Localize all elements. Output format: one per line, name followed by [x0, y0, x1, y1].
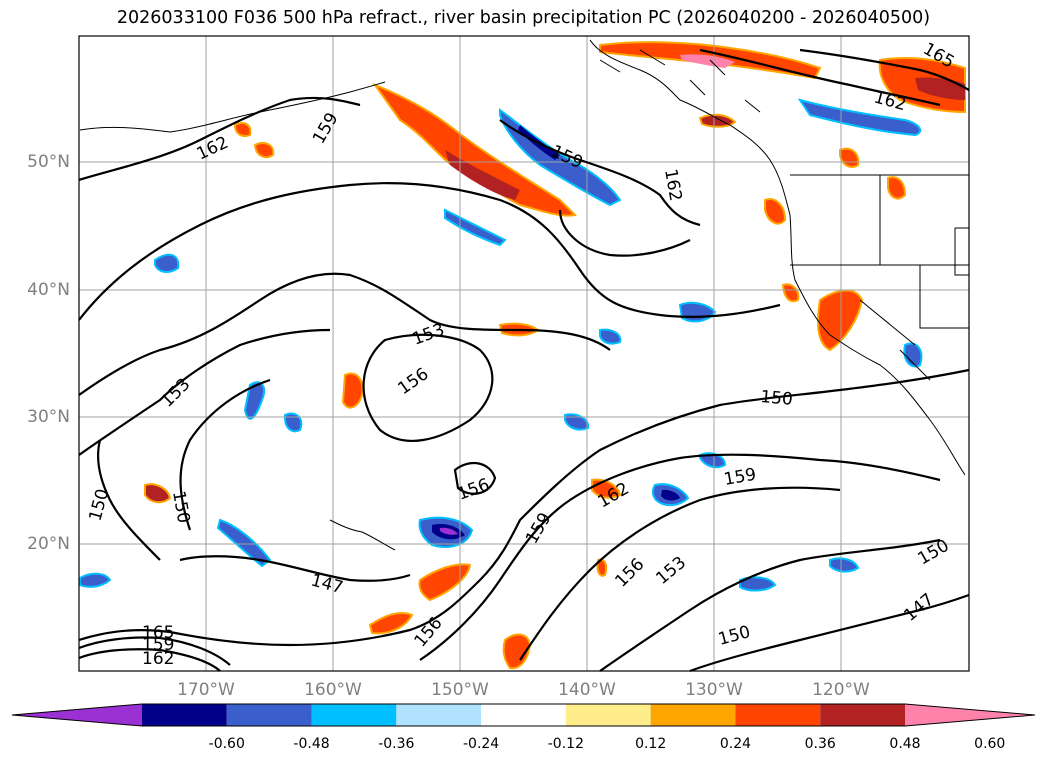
lat-label: 30°N — [27, 407, 70, 427]
colorbar-tick-label: 0.48 — [889, 736, 921, 752]
colorbar-bin — [565, 704, 651, 726]
colorbar-bin — [650, 704, 736, 726]
colorbar-bin — [311, 704, 397, 726]
coastlines — [79, 39, 969, 551]
lon-label: 130°W — [685, 680, 743, 700]
colorbar-tick-label: 0.12 — [635, 736, 667, 752]
colorbar-bin — [735, 704, 821, 726]
colorbar-tick-label: -0.24 — [462, 736, 500, 752]
colorbar-bin — [481, 704, 566, 726]
colorbar — [11, 703, 1036, 727]
lon-label: 140°W — [558, 680, 616, 700]
colorbar-outline — [11, 703, 1036, 727]
contour-label: 159 — [142, 635, 174, 655]
colorbar-tick-label: -0.36 — [378, 736, 415, 752]
contour-label: 165 — [142, 623, 174, 643]
colorbar-bin — [396, 704, 482, 726]
colorbar-extend-max — [905, 704, 1035, 726]
lon-label: 160°W — [304, 680, 362, 700]
colorbar-bin — [226, 704, 312, 726]
lat-label: 50°N — [27, 152, 70, 172]
refractivity-contours — [78, 48, 970, 673]
lat-label: 40°N — [27, 280, 70, 300]
colorbar-tick-label: 0.60 — [974, 736, 1006, 752]
colorbar-tick-label: -0.48 — [293, 736, 330, 752]
colorbar-tick-label: -0.12 — [547, 736, 584, 752]
map-panel: 162 159 159 162 162 165 153 156 153 150 … — [78, 35, 970, 673]
graticule — [79, 36, 969, 671]
lon-label: 150°W — [431, 680, 489, 700]
lon-label: 170°W — [177, 680, 235, 700]
colorbar-bin — [142, 704, 227, 726]
colorbar-tick-label: 0.36 — [804, 736, 836, 752]
contour-label: 150 — [760, 387, 794, 410]
lon-label: 120°W — [812, 680, 870, 700]
contour-label: 162 — [142, 649, 174, 669]
colorbar-bin — [820, 704, 905, 726]
map-title: 2026033100 F036 500 hPa refract., river … — [116, 8, 931, 28]
colorbar-extend-min — [12, 704, 142, 726]
colorbar-tick-label: 0.24 — [719, 736, 752, 752]
colorbar-tick-label: -0.60 — [208, 736, 245, 752]
lat-label: 20°N — [27, 534, 70, 554]
